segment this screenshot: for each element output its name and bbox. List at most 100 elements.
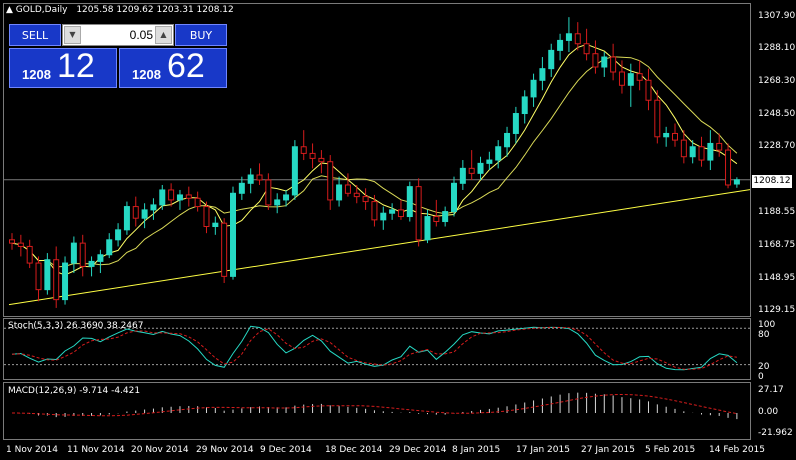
buy-price-prefix: 1208 bbox=[132, 67, 161, 82]
candle-body bbox=[371, 201, 378, 221]
symbol-title: GOLD,Daily bbox=[15, 5, 68, 15]
price-axis-label: 1188.55 bbox=[758, 207, 796, 217]
candle-body bbox=[247, 174, 254, 184]
buy-price-button[interactable]: 1208 62 bbox=[119, 47, 227, 88]
candle-body bbox=[141, 209, 148, 219]
candle-body bbox=[477, 162, 484, 174]
candle-body bbox=[362, 196, 369, 203]
candle-body bbox=[353, 192, 360, 198]
candle-body bbox=[610, 56, 617, 73]
candle-body bbox=[318, 157, 325, 163]
lot-decrease-icon[interactable]: ▼ bbox=[64, 26, 81, 44]
candle-body bbox=[698, 146, 705, 161]
candle-body bbox=[601, 56, 608, 68]
candle-body bbox=[97, 254, 104, 262]
candle-body bbox=[212, 222, 219, 228]
candle-body bbox=[380, 212, 387, 221]
collapse-triangle-icon[interactable]: ▲ bbox=[6, 5, 13, 15]
current-price-tag: 1208.12 bbox=[752, 175, 792, 188]
price-axis-label: 1148.95 bbox=[758, 273, 796, 283]
candle-body bbox=[530, 79, 537, 98]
candle-body bbox=[238, 182, 245, 194]
candle-body bbox=[689, 146, 696, 158]
ohlc-values: 1205.58 1209.62 1203.31 1208.12 bbox=[76, 5, 234, 15]
macd-axis-label: 0.00 bbox=[758, 407, 779, 417]
candle-body bbox=[451, 182, 457, 213]
buy-price-pips: 62 bbox=[167, 47, 205, 85]
candle-body bbox=[344, 184, 351, 194]
date-axis-label: 17 Jan 2015 bbox=[516, 445, 570, 455]
macd-title: MACD(12,26,9) -9.714 -4.421 bbox=[8, 386, 141, 396]
buy-button[interactable]: BUY bbox=[175, 24, 227, 46]
candle-body bbox=[132, 206, 139, 219]
candle-body bbox=[512, 113, 519, 134]
lot-size-box: ▼ ▲ bbox=[62, 24, 174, 46]
candle-body bbox=[397, 209, 404, 218]
candle-body bbox=[733, 179, 740, 185]
candle-body bbox=[309, 152, 316, 159]
date-axis-label: 29 Dec 2014 bbox=[389, 445, 447, 455]
candle-body bbox=[486, 159, 493, 164]
candle-body bbox=[495, 146, 502, 161]
lot-increase-icon[interactable]: ▲ bbox=[155, 26, 172, 44]
candle-body bbox=[274, 199, 281, 206]
candle-body bbox=[557, 39, 564, 51]
macd-panel[interactable] bbox=[3, 382, 751, 440]
stoch-axis-label: 0 bbox=[758, 372, 764, 382]
candle-body bbox=[203, 206, 210, 228]
candle-body bbox=[106, 239, 113, 256]
price-axis-label: 1307.90 bbox=[758, 11, 796, 21]
trendline bbox=[8, 189, 750, 306]
one-click-trading-panel: SELL ▼ ▲ BUY 1208 12 1208 62 bbox=[9, 24, 227, 88]
sell-button[interactable]: SELL bbox=[9, 24, 61, 46]
candle-body bbox=[17, 242, 24, 247]
date-axis-label: 20 Nov 2014 bbox=[131, 445, 189, 455]
stochastic-panel[interactable] bbox=[3, 318, 751, 380]
stochastic-title: Stoch(5,3,3) 26.3690 38.2467 bbox=[8, 321, 144, 331]
candle-body bbox=[636, 73, 643, 81]
price-axis-label: 1228.70 bbox=[758, 141, 796, 151]
candle-body bbox=[70, 242, 77, 264]
candle-body bbox=[583, 43, 590, 55]
candle-body bbox=[680, 139, 687, 158]
candle-body bbox=[221, 222, 228, 277]
date-axis-label: 11 Nov 2014 bbox=[67, 445, 125, 455]
price-axis-label: 1168.75 bbox=[758, 240, 796, 250]
date-axis-label: 27 Jan 2015 bbox=[581, 445, 635, 455]
candle-body bbox=[327, 161, 334, 201]
date-axis-label: 18 Dec 2014 bbox=[325, 445, 383, 455]
candle-body bbox=[672, 132, 678, 141]
candle-body bbox=[79, 242, 86, 267]
candle-body bbox=[194, 197, 201, 208]
stoch-axis-label: 100 bbox=[758, 320, 776, 330]
stochastic-chart bbox=[4, 325, 750, 371]
candle-body bbox=[716, 142, 723, 151]
price-axis-label: 1268.30 bbox=[758, 76, 796, 86]
candle-body bbox=[62, 262, 69, 301]
candle-body bbox=[230, 192, 236, 277]
candle-body bbox=[291, 146, 298, 196]
sell-price-pips: 12 bbox=[57, 47, 95, 85]
candle-body bbox=[539, 68, 546, 81]
candle-body bbox=[618, 71, 625, 86]
date-axis-label: 9 Dec 2014 bbox=[260, 445, 312, 455]
macd-signal-line bbox=[11, 393, 737, 417]
candle-body bbox=[433, 216, 440, 223]
candle-body bbox=[115, 229, 122, 241]
candle-body bbox=[592, 53, 599, 68]
stoch-axis-label: 80 bbox=[758, 330, 770, 340]
price-axis-label: 1288.10 bbox=[758, 43, 796, 53]
candle-body bbox=[442, 211, 449, 223]
lot-size-input[interactable] bbox=[83, 27, 153, 43]
candle-body bbox=[627, 73, 634, 86]
candle-body bbox=[283, 194, 290, 201]
candle-body bbox=[521, 96, 528, 115]
candle-body bbox=[35, 262, 42, 291]
candle-body bbox=[663, 132, 670, 138]
macd-chart bbox=[11, 392, 738, 420]
candle-body bbox=[424, 216, 431, 241]
candle-body bbox=[123, 206, 130, 231]
sell-price-button[interactable]: 1208 12 bbox=[9, 47, 117, 88]
candle-body bbox=[53, 259, 60, 301]
macd-axis-label: 27.17 bbox=[758, 385, 784, 395]
